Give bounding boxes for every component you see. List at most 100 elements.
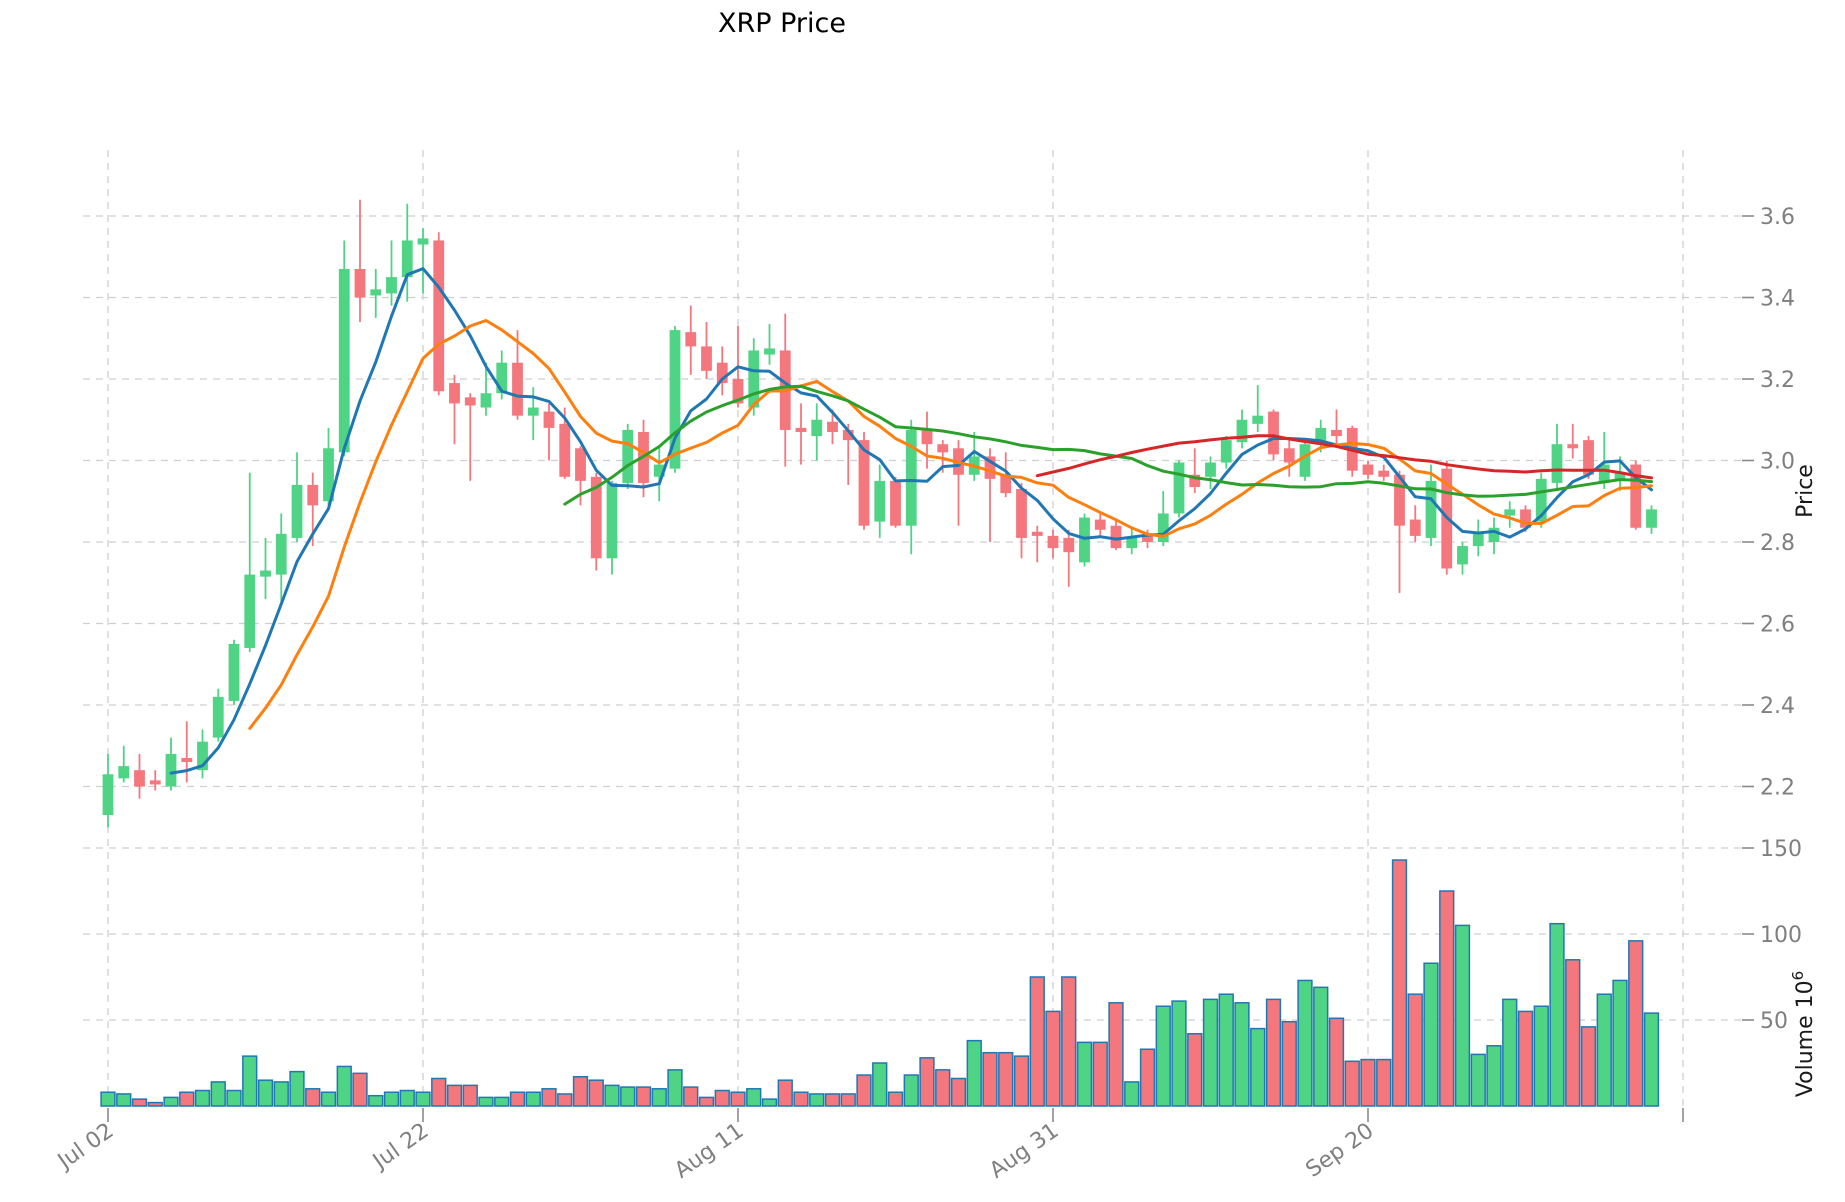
- candle-body: [1283, 448, 1295, 463]
- volume-bar: [1328, 1017, 1345, 1107]
- volume-bar: [824, 1093, 841, 1107]
- volume-bar: [1565, 959, 1581, 1107]
- volume-bar: [557, 1093, 573, 1107]
- volume-bar: [761, 1098, 778, 1107]
- candle-body: [307, 484, 319, 506]
- volume-bar: [1470, 1053, 1486, 1107]
- candle-body: [543, 411, 555, 428]
- volume-bar: [383, 1091, 400, 1107]
- candle-body: [669, 330, 681, 469]
- volume-bar: [431, 1077, 447, 1107]
- volume-bar: [919, 1057, 935, 1107]
- volume-bar: [998, 1051, 1014, 1107]
- candle-body: [1551, 444, 1563, 483]
- volume-bar: [1076, 1041, 1093, 1107]
- candle-body: [338, 268, 350, 453]
- candle-body: [1362, 464, 1374, 475]
- date-tick-label: Jul 22: [367, 1118, 433, 1175]
- volume-bar: [635, 1086, 652, 1107]
- volume-bar: [1376, 1058, 1392, 1107]
- volume-bar: [683, 1086, 699, 1107]
- price-tick-label: 2.8: [1760, 531, 1795, 556]
- candle-body: [1409, 519, 1421, 536]
- price-tick-label: 2.6: [1760, 613, 1795, 638]
- volume-bar: [982, 1051, 998, 1107]
- price-tick-label: 3.2: [1760, 368, 1795, 393]
- candle-body: [275, 533, 287, 575]
- volume-bar: [179, 1091, 195, 1107]
- candle-body: [449, 383, 460, 404]
- volume-tick-label: 100: [1760, 923, 1802, 948]
- volume-bar: [478, 1096, 494, 1107]
- candle-body: [244, 574, 256, 648]
- volume-bar: [509, 1091, 526, 1107]
- date-tick-label: Aug 11: [670, 1118, 748, 1183]
- volume-bar: [462, 1084, 478, 1107]
- volume-bar: [1139, 1048, 1156, 1107]
- candle-body: [842, 429, 854, 441]
- volume-bar: [257, 1079, 274, 1107]
- volume-bar: [1533, 1005, 1549, 1107]
- candle-body: [795, 427, 807, 432]
- candle-body: [874, 480, 886, 522]
- volume-bar: [1643, 1012, 1660, 1107]
- candle-body: [1157, 513, 1169, 542]
- volume-bar: [604, 1084, 620, 1107]
- candle-body: [228, 643, 240, 701]
- volume-bar: [746, 1088, 762, 1107]
- price-tick-label: 3.6: [1760, 205, 1795, 230]
- volume-bar: [446, 1084, 463, 1107]
- candle-body: [118, 766, 130, 779]
- candle-body: [1520, 509, 1531, 528]
- volume-bar: [588, 1079, 604, 1107]
- candle-body: [291, 484, 303, 538]
- volume-bar: [730, 1091, 746, 1107]
- candle-body: [134, 770, 145, 787]
- price-axis-label: Price: [1793, 464, 1818, 518]
- candle-body: [1079, 517, 1090, 563]
- candle-body: [323, 448, 334, 502]
- candle-body: [1236, 419, 1248, 443]
- volume-bar: [116, 1093, 132, 1107]
- volume-bar: [1092, 1041, 1108, 1107]
- candle-body: [1126, 537, 1138, 549]
- volume-bar: [903, 1074, 919, 1107]
- candle-body: [1488, 527, 1500, 542]
- volume-axis-label: Volume 106: [1789, 971, 1818, 1097]
- volume-bar: [1045, 1010, 1061, 1107]
- candle-body: [496, 362, 508, 394]
- volume-bar: [541, 1088, 557, 1107]
- volume-tick-label: 50: [1760, 1009, 1788, 1034]
- candle-body: [417, 238, 429, 245]
- candle-body: [260, 570, 271, 577]
- candle-body: [1173, 462, 1185, 514]
- volume-bar: [966, 1039, 982, 1107]
- candle-body: [890, 480, 901, 526]
- date-tick-label: Aug 31: [985, 1118, 1063, 1183]
- candle-body: [764, 348, 775, 355]
- price-tick-label: 2.4: [1760, 694, 1795, 719]
- date-tick-label: Jul 02: [52, 1118, 118, 1175]
- volume-bar: [667, 1069, 683, 1107]
- volume-bar: [1234, 1002, 1250, 1107]
- candle-body: [1315, 427, 1327, 445]
- volume-bar: [1013, 1055, 1030, 1107]
- candle-body: [1016, 489, 1027, 538]
- chart-title: XRP Price: [718, 8, 846, 39]
- candle-body: [212, 696, 224, 738]
- candle-body: [1583, 440, 1594, 475]
- volume-bar: [305, 1088, 321, 1107]
- candle-body: [1394, 474, 1405, 526]
- candle-body: [1299, 444, 1311, 477]
- candle-body: [1535, 478, 1547, 522]
- candle-body: [354, 268, 366, 298]
- volume-bar: [1187, 1033, 1203, 1107]
- volume-bar: [1360, 1058, 1376, 1107]
- candle-body: [622, 429, 634, 483]
- volume-bar: [525, 1091, 541, 1107]
- volume-bar: [777, 1079, 793, 1107]
- candle-body: [653, 464, 665, 477]
- volume-bar: [1439, 890, 1455, 1107]
